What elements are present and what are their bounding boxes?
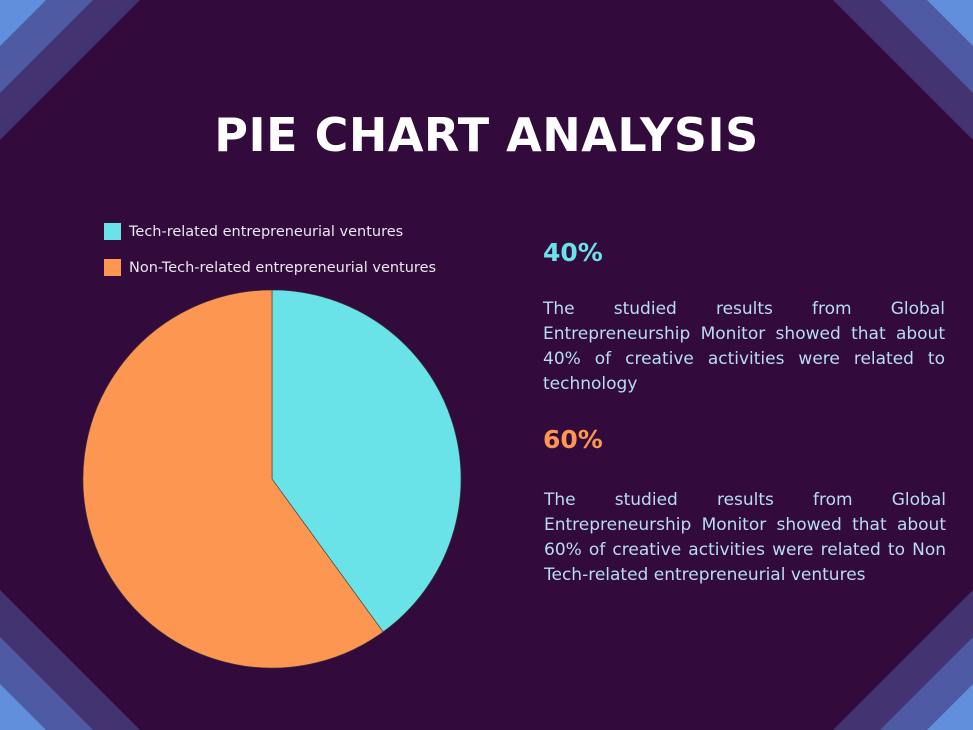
legend-item-non-tech: Non-Tech-related entrepreneurial venture… [104, 259, 436, 276]
corner-bottom-left [0, 590, 140, 730]
legend-swatch [104, 259, 121, 276]
legend-label: Non-Tech-related entrepreneurial venture… [129, 259, 437, 276]
corner-top-right [833, 0, 973, 140]
corner-top-left [0, 0, 140, 140]
stat-text-non-tech: The studied results from Global Entrepre… [544, 490, 946, 585]
stat-value-tech: 40% [543, 238, 603, 267]
page-title: PIE CHART ANALYSIS [214, 108, 759, 162]
legend-swatch [104, 223, 121, 240]
corner-bottom-right [833, 590, 973, 730]
stat-value-non-tech: 60% [543, 425, 603, 454]
pie-slice-non-tech [82, 289, 384, 669]
stat-text-tech: The studied results from Global Entrepre… [543, 299, 945, 394]
legend-item-tech: Tech-related entrepreneurial ventures [104, 223, 403, 240]
legend-label: Tech-related entrepreneurial ventures [129, 223, 404, 240]
pie-slice-tech [271, 289, 462, 633]
